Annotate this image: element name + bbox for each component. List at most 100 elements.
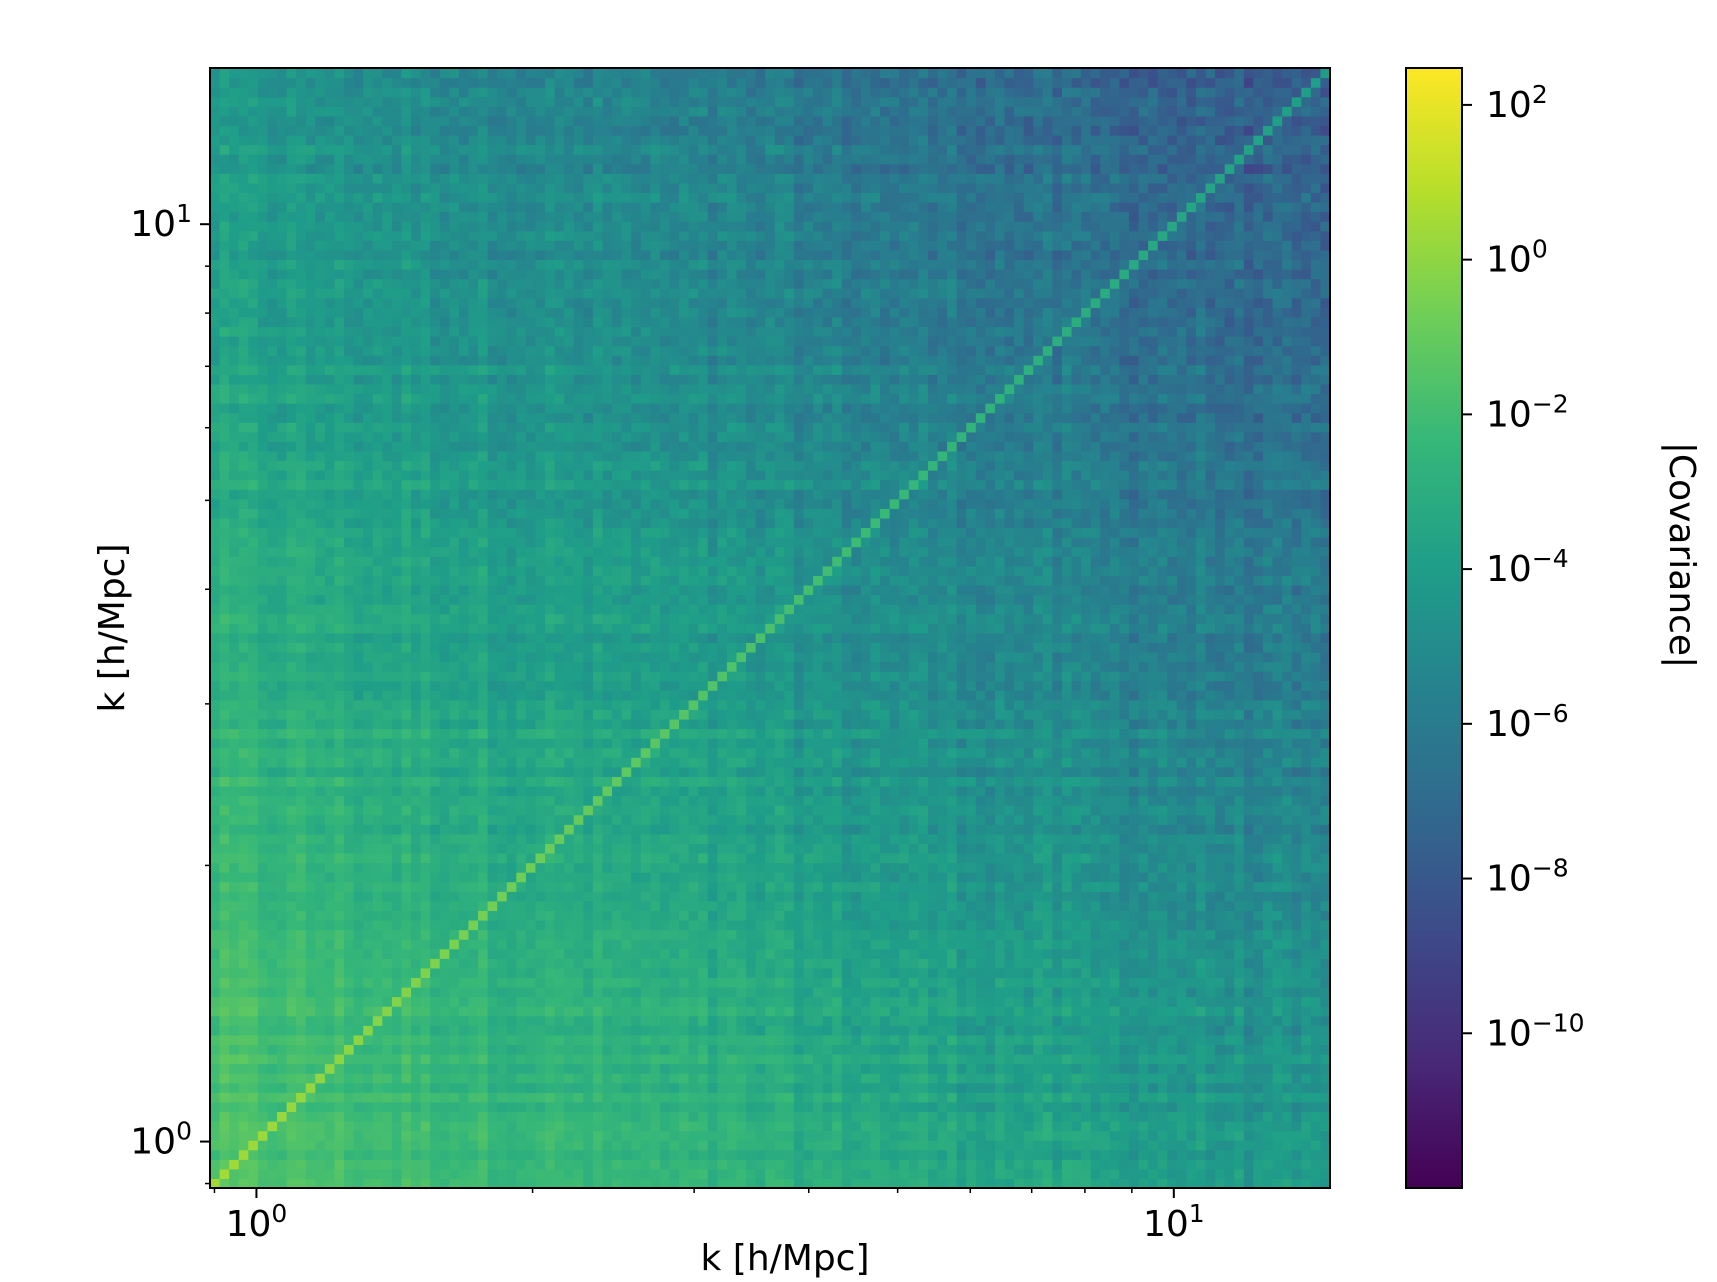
heatmap-cell — [937, 1111, 948, 1122]
heatmap-cell — [927, 1168, 939, 1180]
heatmap-cell — [1195, 1149, 1207, 1160]
heatmap-cell — [439, 986, 450, 998]
heatmap-cell — [832, 881, 843, 892]
heatmap-cell — [870, 1034, 881, 1046]
heatmap-cell — [401, 862, 412, 873]
heatmap-cell — [707, 986, 718, 998]
heatmap-cell — [363, 1063, 374, 1074]
heatmap-cell — [353, 1006, 364, 1017]
heatmap-cell — [344, 1120, 355, 1132]
heatmap-cell — [1128, 891, 1140, 902]
heatmap-cell — [458, 824, 470, 835]
heatmap-cell — [736, 910, 747, 921]
heatmap-cell — [1148, 967, 1159, 978]
heatmap-cell — [880, 1063, 891, 1074]
heatmap-cell — [439, 948, 450, 959]
heatmap-cell — [525, 1178, 537, 1189]
heatmap-cell — [545, 833, 556, 844]
heatmap-cell — [1234, 1015, 1245, 1026]
heatmap-cell — [822, 1120, 833, 1132]
heatmap-cell — [765, 872, 776, 883]
heatmap-cell — [219, 1168, 230, 1180]
heatmap-cell — [698, 1130, 709, 1141]
heatmap-cell — [1301, 900, 1312, 911]
heatmap-cell — [679, 776, 690, 787]
heatmap-cell — [621, 1149, 632, 1160]
heatmap-cell — [1215, 795, 1226, 806]
heatmap-cell — [736, 862, 747, 873]
heatmap-cell — [257, 1053, 269, 1065]
heatmap-cell — [516, 1044, 527, 1055]
heatmap-cell — [1071, 814, 1082, 825]
heatmap-cell — [1176, 1063, 1188, 1074]
heatmap-cell — [449, 929, 460, 940]
heatmap-cell — [267, 852, 278, 864]
heatmap-cell — [908, 1034, 919, 1046]
heatmap-cell — [1167, 910, 1178, 921]
heatmap-cell — [219, 1140, 230, 1151]
heatmap-cell — [1157, 1111, 1168, 1122]
heatmap-cell — [468, 891, 479, 902]
heatmap-cell — [1262, 1168, 1274, 1180]
heatmap-cell — [257, 1120, 269, 1132]
heatmap-cell — [238, 958, 249, 969]
heatmap-cell — [1061, 891, 1073, 902]
heatmap-cell — [659, 967, 671, 978]
heatmap-cell — [1234, 1159, 1245, 1170]
heatmap-cell — [1215, 833, 1226, 844]
heatmap-cell — [947, 948, 958, 959]
heatmap-cell — [985, 1073, 996, 1084]
heatmap-cell — [1176, 1101, 1188, 1113]
heatmap-cell — [1042, 1120, 1053, 1132]
heatmap-cell — [248, 986, 259, 998]
heatmap-cell — [315, 1120, 326, 1132]
heatmap-cell — [372, 1044, 383, 1055]
heatmap-cell — [248, 1092, 259, 1103]
heatmap-cell — [525, 1130, 537, 1141]
heatmap-cell — [382, 852, 393, 864]
heatmap-cell — [1224, 986, 1235, 998]
heatmap-cell — [344, 1044, 355, 1055]
heatmap-cell — [1138, 948, 1149, 959]
heatmap-cell — [1081, 958, 1092, 969]
heatmap-cell — [947, 1130, 958, 1141]
heatmap-cell — [1320, 833, 1331, 844]
heatmap-cell — [257, 862, 269, 873]
heatmap-cell — [1071, 785, 1082, 797]
heatmap-cell — [650, 795, 661, 806]
heatmap-cell — [1205, 1015, 1216, 1026]
heatmap-cell — [621, 1082, 632, 1093]
heatmap-cell — [1128, 833, 1140, 844]
heatmap-cell — [439, 1082, 450, 1093]
heatmap-cell — [822, 862, 833, 873]
heatmap-cell — [1205, 1168, 1216, 1180]
heatmap-cell — [1081, 843, 1092, 854]
heatmap-cell — [755, 814, 766, 825]
heatmap-cell — [1176, 1149, 1188, 1160]
heatmap-cell — [1205, 1044, 1216, 1055]
heatmap-cell — [238, 1178, 249, 1189]
heatmap-cell — [755, 929, 766, 940]
heatmap-cell — [908, 814, 919, 825]
heatmap-cell — [554, 805, 565, 816]
heatmap-cell — [248, 919, 259, 931]
heatmap-cell — [1282, 1120, 1293, 1132]
heatmap-cell — [1320, 805, 1331, 816]
heatmap-cell — [717, 977, 728, 988]
heatmap-cell — [1301, 833, 1312, 844]
heatmap-cell — [1262, 910, 1274, 921]
heatmap-cell — [296, 1025, 307, 1036]
heatmap-cell — [602, 1111, 613, 1122]
heatmap-cell — [401, 1092, 412, 1103]
heatmap-cell — [746, 814, 757, 825]
heatmap-cell — [765, 833, 776, 844]
heatmap-cell — [889, 872, 900, 883]
heatmap-cell — [1291, 977, 1302, 988]
heatmap-cell — [650, 1178, 661, 1189]
heatmap-cell — [1023, 1120, 1034, 1132]
heatmap-cell — [1148, 814, 1159, 825]
heatmap-cell — [324, 996, 336, 1007]
heatmap-cell — [267, 1092, 278, 1103]
heatmap-cell — [1301, 919, 1312, 931]
heatmap-cell — [813, 1149, 824, 1160]
